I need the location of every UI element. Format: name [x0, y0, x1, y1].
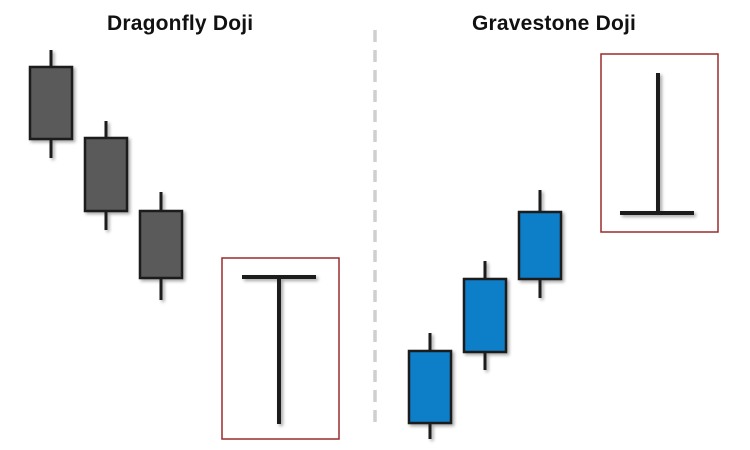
gravestone-doji-title: Gravestone Doji — [472, 12, 637, 35]
gravestone-highlight-box — [600, 53, 719, 233]
bullish-candle — [462, 261, 508, 370]
dragonfly-highlight-box — [221, 257, 340, 440]
dragonfly-doji-candle — [242, 275, 316, 424]
bearish-candle — [83, 121, 129, 230]
bullish-candle — [407, 333, 453, 439]
candle-body — [28, 65, 74, 141]
dragonfly-doji-title: Dragonfly Doji — [107, 12, 254, 35]
candle-body — [407, 349, 453, 425]
bearish-candle — [138, 192, 184, 300]
candle-body — [517, 210, 563, 281]
candle-body — [462, 277, 508, 354]
candle-body — [138, 209, 184, 280]
bearish-candle — [28, 50, 74, 158]
candle-body — [83, 136, 129, 213]
bullish-candle — [517, 190, 563, 298]
gravestone-doji-candle — [620, 73, 694, 215]
gravestone-uptrend — [407, 190, 563, 439]
dragonfly-downtrend — [28, 50, 184, 300]
